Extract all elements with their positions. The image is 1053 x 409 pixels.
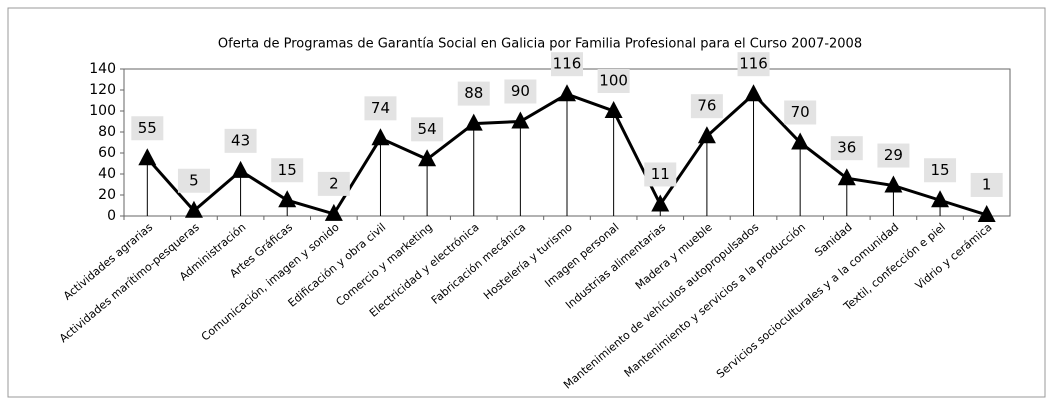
data-label-box <box>830 136 863 161</box>
data-label-box <box>924 158 957 183</box>
marker <box>278 190 297 208</box>
marker <box>791 132 810 150</box>
data-label-box <box>970 172 1003 197</box>
data-label-box <box>364 96 397 121</box>
data-label: 15 <box>278 161 297 179</box>
y-tick-label: 20 <box>98 187 116 203</box>
y-tick-label: 120 <box>89 82 116 98</box>
data-label: 5 <box>189 171 199 189</box>
data-label: 76 <box>697 97 716 115</box>
data-label-box <box>690 94 723 119</box>
chart-title: Oferta de Programas de Garantía Social e… <box>218 37 862 52</box>
data-label: 54 <box>418 120 437 138</box>
marker <box>931 190 950 208</box>
data-label-box <box>597 69 630 93</box>
y-tick-label: 40 <box>98 166 116 182</box>
data-label: 15 <box>931 161 950 179</box>
data-label-box <box>784 100 817 125</box>
data-label-box <box>551 52 583 77</box>
marker <box>884 175 903 193</box>
data-label-box <box>877 143 910 168</box>
marker <box>837 168 856 186</box>
y-tick-label: 140 <box>89 61 116 77</box>
marker <box>371 128 390 146</box>
data-label: 43 <box>231 131 250 149</box>
marker <box>138 148 157 166</box>
data-label: 88 <box>464 84 483 102</box>
data-label: 11 <box>651 165 670 183</box>
data-label: 74 <box>371 99 390 117</box>
marker <box>744 84 763 102</box>
data-label: 2 <box>329 174 339 192</box>
data-label-box <box>737 52 770 77</box>
marker <box>324 203 343 221</box>
data-label: 90 <box>511 82 530 100</box>
data-label-box <box>131 116 164 141</box>
marker <box>604 101 623 118</box>
data-label: 116 <box>553 55 582 73</box>
data-label-box <box>457 81 490 106</box>
data-label-box <box>177 168 210 193</box>
marker <box>697 126 716 144</box>
data-label-box <box>411 117 444 142</box>
marker <box>511 111 530 129</box>
marker <box>558 84 576 102</box>
marker <box>464 113 483 131</box>
marker <box>651 194 670 212</box>
data-label: 100 <box>599 72 628 90</box>
data-label-box <box>504 79 537 104</box>
data-label: 55 <box>138 119 157 137</box>
y-tick-label: 100 <box>89 103 116 119</box>
marker <box>231 160 250 178</box>
y-tick-label: 0 <box>107 208 116 224</box>
data-label: 70 <box>791 103 810 121</box>
data-label-box <box>317 171 350 196</box>
data-label: 116 <box>739 55 768 73</box>
marker <box>184 200 203 218</box>
marker <box>977 204 996 222</box>
y-tick-label: 80 <box>98 124 116 140</box>
marker <box>418 149 437 167</box>
data-label: 1 <box>982 175 992 193</box>
data-label-box <box>644 162 677 187</box>
y-tick-label: 60 <box>98 145 116 161</box>
data-label: 29 <box>884 146 903 164</box>
data-label: 36 <box>837 139 856 157</box>
frame <box>7 7 1046 398</box>
data-label-box <box>224 128 257 153</box>
data-label-box <box>271 158 304 183</box>
